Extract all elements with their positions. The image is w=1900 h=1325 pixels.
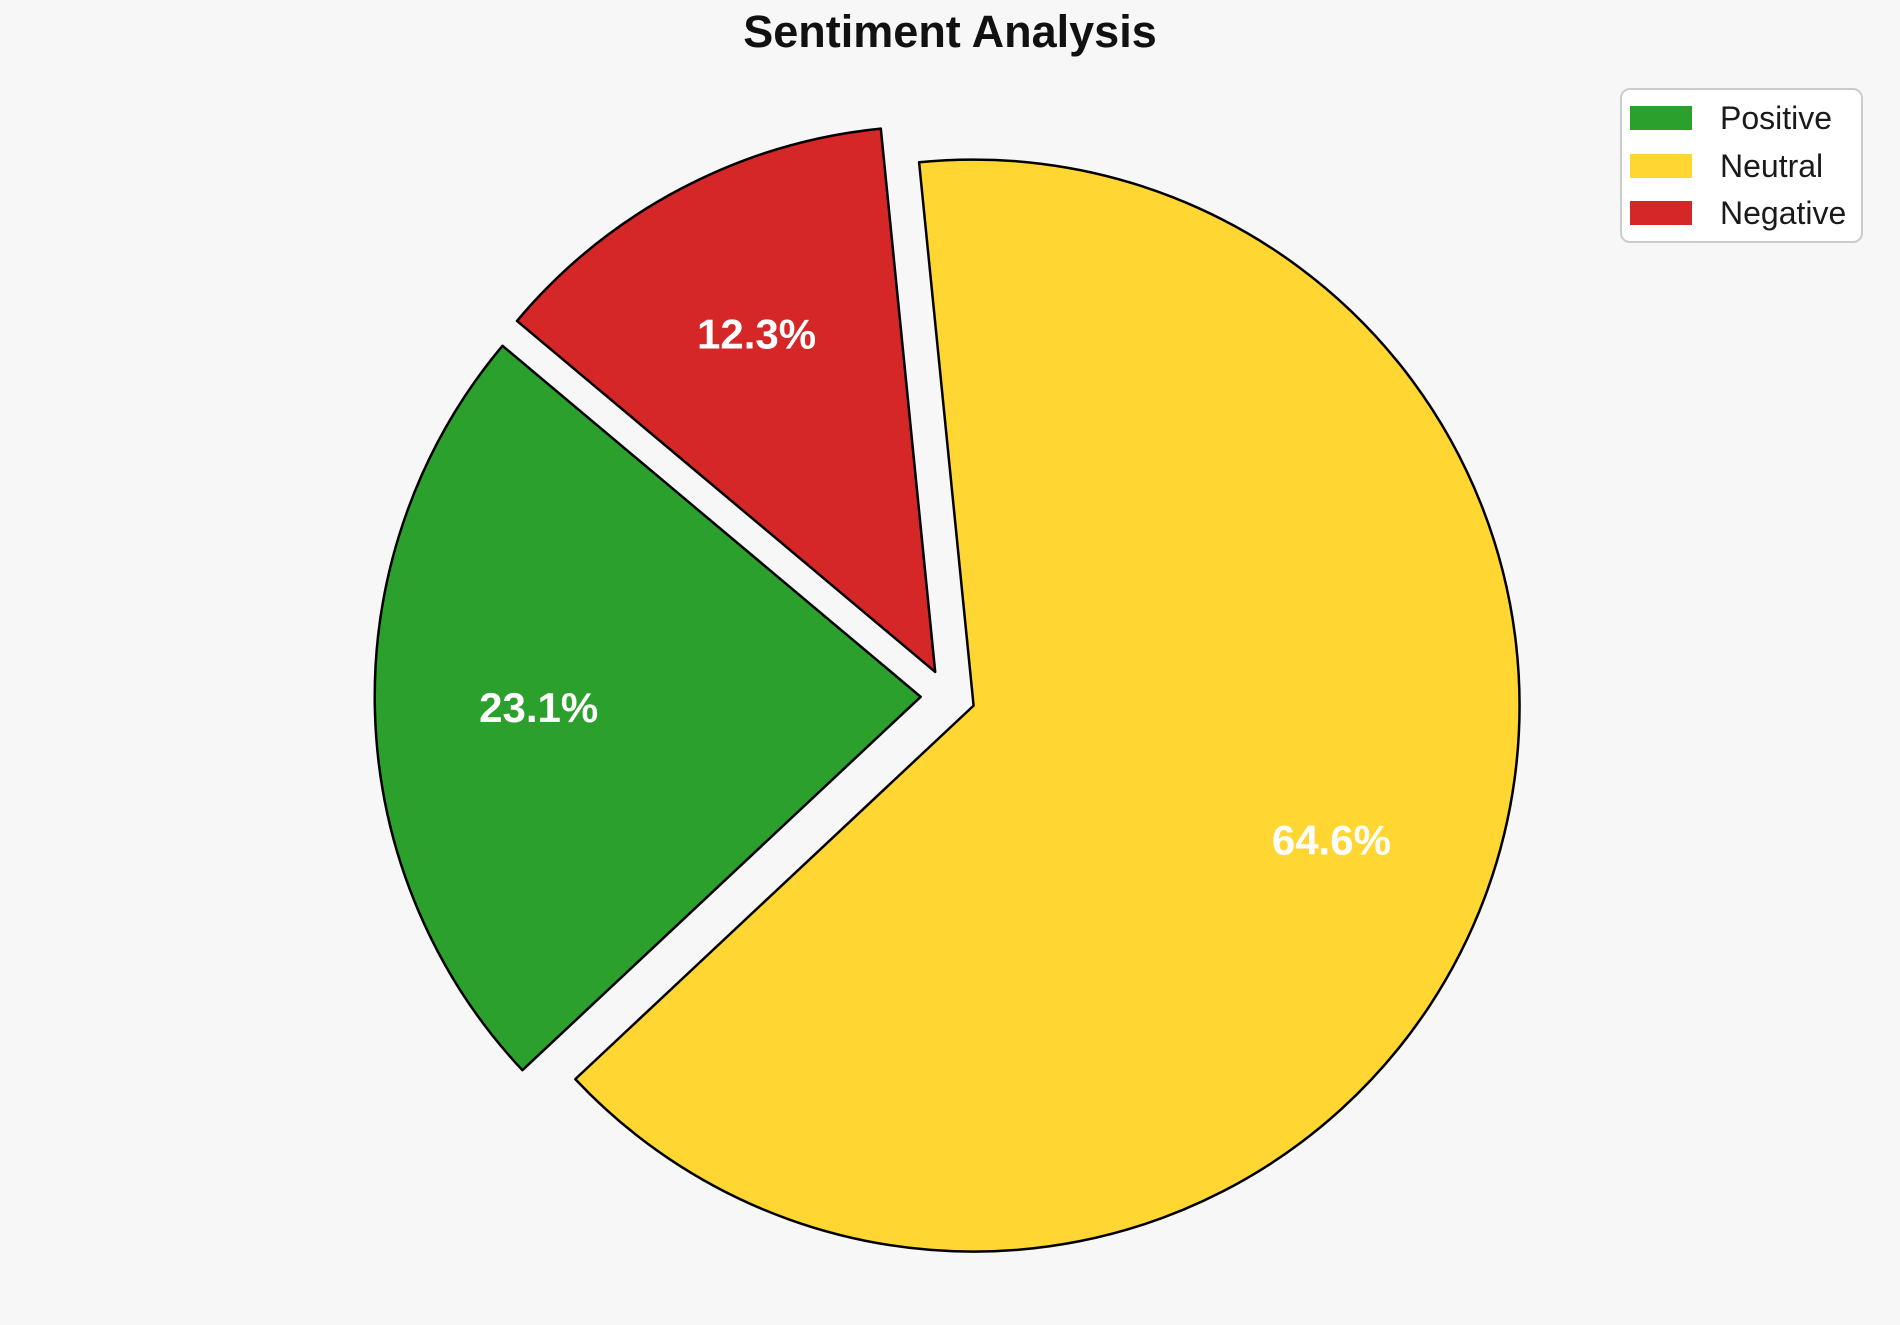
legend-item-negative: Negative — [1630, 189, 1861, 237]
pct-label-positive: 23.1% — [479, 684, 598, 731]
legend-label: Positive — [1720, 99, 1833, 136]
chart-title: Sentiment Analysis — [743, 6, 1157, 57]
legend-item-neutral: Neutral — [1630, 142, 1861, 190]
pie-slice-negative — [515, 127, 937, 674]
pie-slice-neutral — [574, 158, 1521, 1253]
pct-label-negative: 12.3% — [697, 311, 816, 358]
legend-swatch-negative — [1630, 201, 1692, 226]
legend-label: Negative — [1720, 195, 1847, 232]
legend-swatch-neutral — [1630, 153, 1692, 178]
pie-slice-positive — [373, 344, 922, 1072]
legend-label: Neutral — [1720, 147, 1824, 184]
legend: Positive Neutral Negative — [1620, 88, 1863, 243]
legend-swatch-positive — [1630, 105, 1692, 130]
legend-item-positive: Positive — [1630, 94, 1861, 142]
pct-label-neutral: 64.6% — [1272, 816, 1391, 863]
